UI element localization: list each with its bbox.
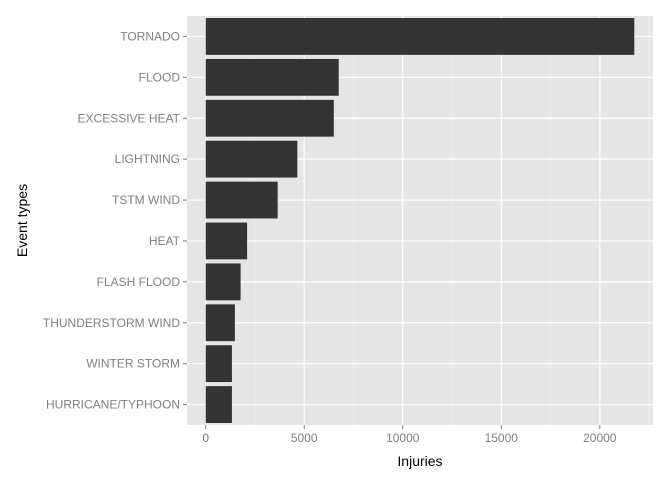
- x-tick-label: 10000: [386, 431, 420, 445]
- x-axis-title: Injuries: [397, 453, 442, 469]
- x-tick-label: 15000: [485, 431, 519, 445]
- bar: [205, 140, 298, 178]
- bar: [205, 58, 339, 96]
- y-tick-label: TSTM WIND: [112, 193, 180, 207]
- x-axis-ticks: 0 5000 10000 15000 20000: [202, 425, 617, 445]
- bar: [205, 99, 334, 137]
- bars: [205, 18, 635, 423]
- bar: [205, 222, 248, 260]
- x-tick-label: 5000: [291, 431, 318, 445]
- y-axis-ticks: TORNADO FLOOD EXCESSIVE HEAT LIGHTNING TSTM …: [43, 29, 187, 412]
- y-tick-label: LIGHTNING: [115, 152, 180, 166]
- bar: [205, 18, 635, 55]
- y-tick-label: FLOOD: [139, 70, 181, 84]
- bar: [205, 304, 235, 342]
- bar: [205, 386, 232, 423]
- y-tick-label: HEAT: [149, 234, 181, 248]
- y-axis-title: Event types: [14, 184, 30, 257]
- y-tick-label: TORNADO: [120, 29, 180, 43]
- x-tick-label: 20000: [583, 431, 617, 445]
- y-tick-label: WINTER STORM: [86, 357, 180, 371]
- bar: [205, 345, 232, 383]
- x-tick-label: 0: [202, 431, 209, 445]
- y-tick-label: EXCESSIVE HEAT: [78, 111, 181, 125]
- y-tick-label: FLASH FLOOD: [97, 275, 181, 289]
- bar: [205, 181, 278, 219]
- y-tick-label: HURRICANE/TYPHOON: [46, 398, 180, 412]
- y-tick-label: THUNDERSTORM WIND: [43, 316, 180, 330]
- bar: [205, 263, 241, 301]
